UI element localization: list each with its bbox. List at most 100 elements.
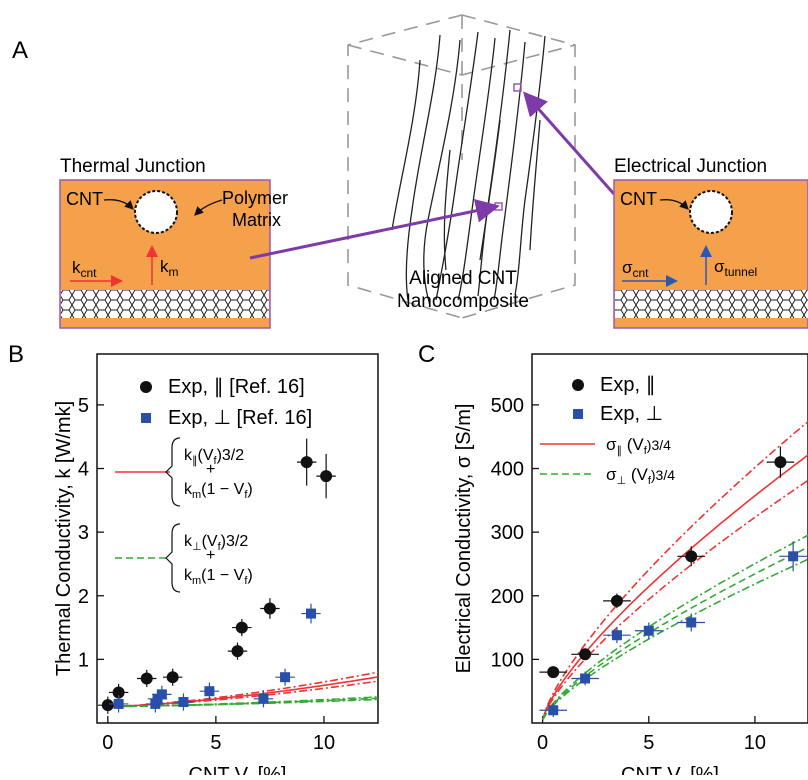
data-point-perpendicular xyxy=(258,693,269,704)
fit-parallel-upper xyxy=(107,671,378,708)
panel-c-label: C xyxy=(418,341,435,368)
legend-formula-bottom: km(1 − Vf) xyxy=(184,481,253,501)
legend-marker-parallel xyxy=(572,379,584,391)
k-m-label: km xyxy=(160,257,179,279)
data-point-parallel xyxy=(579,648,592,661)
y-tick-label: 300 xyxy=(491,522,524,544)
x-tick-label: 0 xyxy=(537,732,548,754)
legend-formula-parallel: k∥(Vf)3/2+ km(1 − Vf) xyxy=(115,437,253,507)
sigma-cnt-label: σcnt xyxy=(622,258,649,280)
electrical-conductivity-chart: 0 5 10 100 200 300 400 500 CNT Vf [%] Electrical … xyxy=(453,353,808,780)
legend-entry: Exp, ⊥ xyxy=(600,403,663,425)
y-axis-label: Electrical Conductivity, σ [S/m] xyxy=(453,404,475,674)
legend-formulas: k∥(Vf)3/2+km(1 − Vf)k⊥(Vf)3/2+km(1 − Vf) xyxy=(115,437,253,593)
k-cnt-label: kcnt xyxy=(72,258,97,280)
y-tick-label: 2 xyxy=(78,586,89,608)
thermal-junction-box xyxy=(59,179,271,329)
legend-formula-perpendicular: k⊥(Vf)3/2+ km(1 − Vf) xyxy=(115,523,253,593)
data-point-perpendicular xyxy=(686,617,697,628)
fit-perp-lower xyxy=(541,558,808,721)
data-point-perpendicular xyxy=(305,608,316,619)
data-point-parallel xyxy=(140,672,153,685)
legend-formula-plus: + xyxy=(206,461,215,478)
data-point-perpendicular xyxy=(178,697,189,708)
electrical-cnt-label: CNT xyxy=(620,189,657,209)
data-point-parallel xyxy=(112,686,125,699)
data-point-parallel xyxy=(320,470,333,483)
panel-b-label: B xyxy=(8,341,24,368)
panel-a-label: A xyxy=(12,37,28,64)
legend-fit-perpendicular: σ⊥ (Vf)3/4 xyxy=(540,465,675,487)
x-tick-label: 5 xyxy=(643,732,654,754)
x-axis-label: CNT Vf [%] xyxy=(621,764,719,775)
thermal-conductivity-chart: 0 5 10 1 2 3 4 5 CNT Vf [%] Thermal Conductivity,… xyxy=(53,353,379,780)
y-tick-label: 4 xyxy=(78,459,89,481)
x-tick-label: 10 xyxy=(313,732,335,754)
legend-entry: Exp, ∥ [Ref. 16] xyxy=(168,376,305,398)
data-point-perpendicular xyxy=(113,698,124,709)
y-tick-label: 1 xyxy=(78,649,89,671)
y-tick-label: 100 xyxy=(491,649,524,671)
composite-highlight-bottom xyxy=(494,202,503,211)
data-point-parallel xyxy=(774,456,787,469)
thermal-cnt-label: CNT xyxy=(66,189,103,209)
data-point-perpendicular xyxy=(150,698,161,709)
legend-marker-perpendicular xyxy=(141,413,151,423)
fit-perp-upper xyxy=(541,534,808,721)
polymer-label: Polymer xyxy=(222,188,288,208)
thermal-pointer-arrow xyxy=(249,198,500,260)
data-point-perpendicular xyxy=(611,630,622,641)
electrical-pointer-arrow xyxy=(523,91,616,195)
data-point-parallel xyxy=(101,699,114,712)
plot-frame xyxy=(96,353,379,724)
y-tick-label: 400 xyxy=(491,459,524,481)
fit-perp xyxy=(541,546,808,721)
cnt-fibers xyxy=(391,29,546,306)
y-tick-label: 500 xyxy=(491,395,524,417)
thermal-junction-title: Thermal Junction xyxy=(60,156,206,177)
legend-marker-parallel xyxy=(140,381,152,393)
data-point-parallel xyxy=(300,456,313,469)
data-point-parallel xyxy=(166,671,179,684)
data-point-perpendicular xyxy=(643,625,654,636)
legend-marker-perpendicular xyxy=(573,409,583,419)
data-point-parallel xyxy=(685,550,698,563)
fit-perp-lower xyxy=(107,698,378,708)
electrical-junction-title: Electrical Junction xyxy=(614,156,767,177)
data-point-perpendicular xyxy=(580,673,591,684)
legend-entry: Exp, ⊥ [Ref. 16] xyxy=(168,407,312,429)
legend-formula-top: k∥(Vf)3/2 xyxy=(184,447,244,467)
data-point-parallel xyxy=(263,602,276,615)
x-tick-label: 0 xyxy=(102,732,113,754)
data-point-perpendicular xyxy=(156,689,167,700)
legend-formula-top: k⊥(Vf)3/2 xyxy=(184,533,248,553)
fit-perp-upper xyxy=(107,696,378,708)
data-point-parallel xyxy=(231,645,244,658)
composite-label-line2: Nanocomposite xyxy=(397,291,529,312)
x-tick-label: 10 xyxy=(744,732,766,754)
y-tick-label: 3 xyxy=(78,522,89,544)
plot-frame xyxy=(531,353,808,724)
fit-parallel-lower xyxy=(107,680,378,708)
sigma-tunnel-label: σtunnel xyxy=(714,257,757,279)
electrical-cnt-pointer xyxy=(659,199,689,210)
legend-entry: Exp, ∥ xyxy=(600,374,656,396)
matrix-label: Matrix xyxy=(232,210,281,230)
composite-label-line1: Aligned CNT xyxy=(409,268,517,289)
legend-fit-parallel: σ∥ (Vf)3/4 xyxy=(540,435,671,457)
y-axis-label: Thermal Conductivity, k [W/mk] xyxy=(53,401,75,676)
legend-formula-plus: + xyxy=(206,547,215,564)
x-tick-label: 5 xyxy=(210,732,221,754)
data-point-parallel xyxy=(235,621,248,634)
data-point-perpendicular xyxy=(280,672,291,683)
legend-text: σ⊥ (Vf)3/4 xyxy=(606,465,675,487)
y-tick-label: 200 xyxy=(491,586,524,608)
fit-parallel-lower xyxy=(541,479,808,721)
data-point-perpendicular xyxy=(788,551,799,562)
legend-formula-bottom: km(1 − Vf) xyxy=(184,567,253,587)
composite-cube xyxy=(347,14,576,319)
y-tick-label: 5 xyxy=(78,395,89,417)
legend-brace xyxy=(165,437,181,507)
legend-brace xyxy=(165,523,181,593)
polymer-pointer xyxy=(194,199,223,216)
